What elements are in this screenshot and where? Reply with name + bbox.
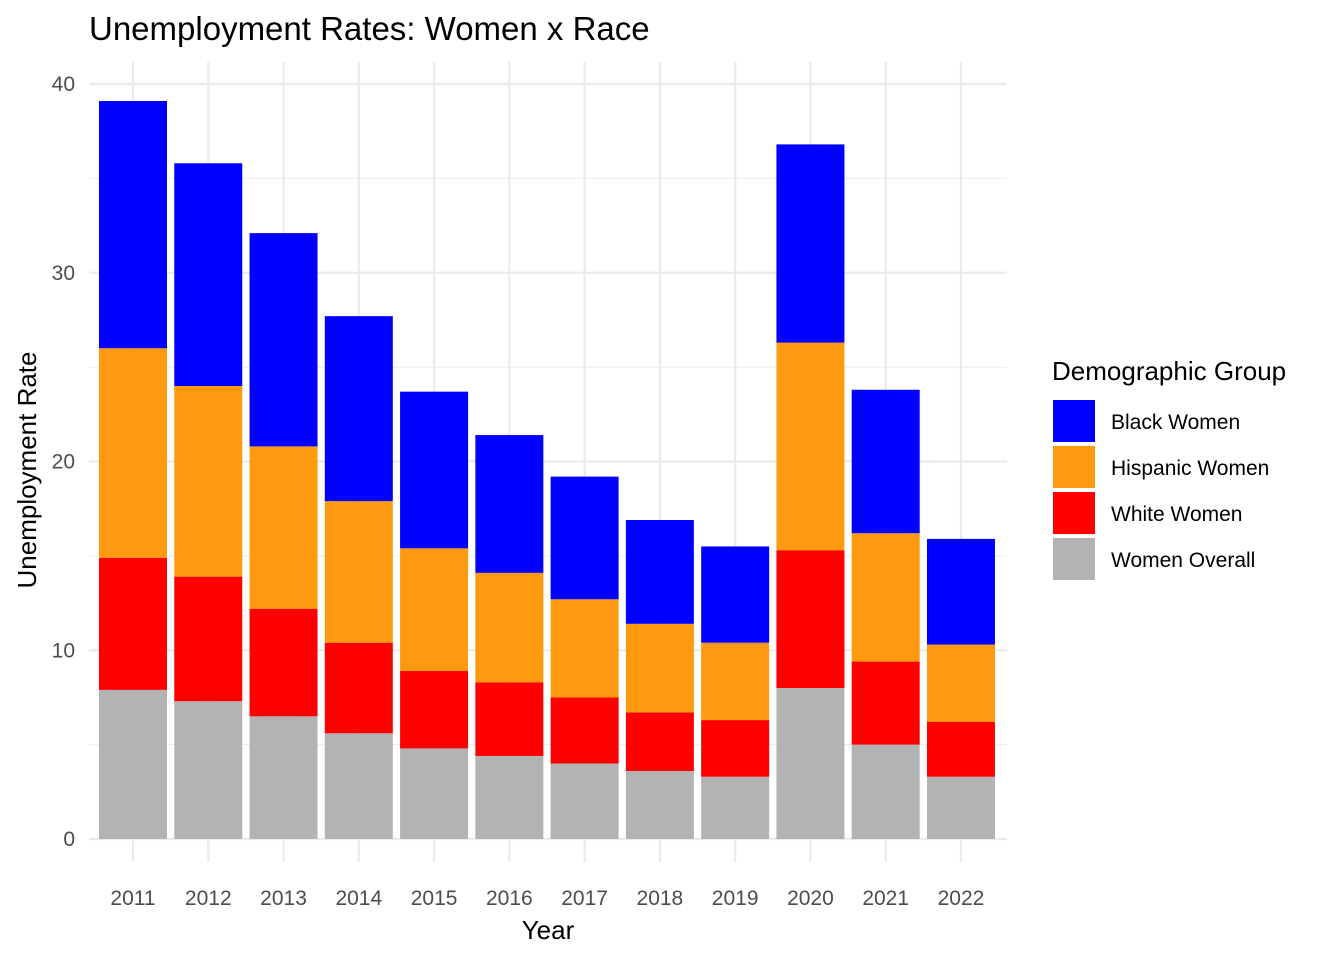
bar-segment: [174, 576, 243, 702]
legend-key: [1053, 400, 1095, 442]
x-tick-label: 2021: [862, 887, 909, 910]
bars: [99, 100, 995, 839]
x-tick-label: 2022: [938, 887, 985, 910]
legend-title: Demographic Group: [1052, 356, 1286, 386]
bar-segment: [926, 776, 995, 839]
chart-title: Unemployment Rates: Women x Race: [89, 10, 650, 47]
bar-segment: [400, 748, 469, 839]
bar-segment: [400, 548, 469, 672]
bar-segment: [776, 688, 845, 839]
legend: Demographic Group Black Women Hispanic Wo…: [1052, 356, 1286, 580]
x-tick-label: 2014: [335, 887, 382, 910]
bar-segment: [174, 701, 243, 839]
bar-segment: [550, 476, 619, 600]
bar-segment: [99, 348, 167, 558]
bar-segment: [851, 744, 920, 839]
bar-segment: [776, 550, 845, 688]
bar-segment: [625, 623, 694, 713]
bar-segment: [324, 316, 393, 502]
y-tick-label: 30: [52, 262, 75, 285]
bar-segment: [400, 391, 469, 549]
legend-items: Black Women Hispanic Women White Women Wome…: [1053, 400, 1269, 580]
legend-label: Hispanic Women: [1111, 457, 1269, 480]
bar-segment: [249, 608, 318, 717]
x-tick-label: 2020: [787, 887, 834, 910]
bar-segment: [475, 572, 544, 683]
y-tick-label: 40: [52, 73, 75, 96]
bar-segment: [99, 557, 167, 690]
bar-segment: [851, 389, 920, 534]
x-tick-label: 2018: [637, 887, 684, 910]
y-axis-ticks: 0 10 20 30 40: [52, 73, 75, 851]
bar-segment: [550, 697, 619, 764]
bar-segment: [249, 716, 318, 839]
x-tick-label: 2019: [712, 887, 759, 910]
bar-segment: [324, 733, 393, 839]
bar-segment: [625, 771, 694, 839]
bar-segment: [926, 644, 995, 722]
bar-segment: [625, 712, 694, 772]
bar-segment: [475, 682, 544, 756]
bar-segment: [701, 642, 770, 721]
bar-segment: [926, 721, 995, 777]
legend-key: [1053, 538, 1095, 580]
bar-segment: [701, 546, 770, 643]
bar-segment: [99, 689, 167, 839]
x-tick-label: 2017: [561, 887, 608, 910]
y-tick-label: 0: [63, 828, 75, 851]
bar-segment: [475, 755, 544, 839]
x-axis-title: Year: [522, 915, 575, 945]
bar-segment: [475, 435, 544, 573]
bar-segment: [550, 763, 619, 839]
x-tick-label: 2016: [486, 887, 533, 910]
legend-key: [1053, 446, 1095, 488]
legend-label: Black Women: [1111, 411, 1240, 434]
bar-segment: [701, 720, 770, 777]
y-tick-label: 20: [52, 451, 75, 474]
bar-segment: [851, 661, 920, 745]
bar-segment: [174, 163, 243, 386]
x-axis-ticks: 2011 2012 2013 2014 2015 2016 2017 2018 2019 2020…: [110, 887, 984, 910]
bar-segment: [776, 342, 845, 551]
bar-segment: [625, 520, 694, 624]
bar-segment: [324, 501, 393, 643]
bar-segment: [99, 100, 167, 349]
bar-segment: [701, 776, 770, 839]
bar-segment: [926, 538, 995, 645]
bar-segment: [400, 671, 469, 749]
legend-label: Women Overall: [1111, 549, 1255, 572]
bar-segment: [174, 386, 243, 577]
bar-segment: [851, 533, 920, 662]
legend-label: White Women: [1111, 503, 1243, 526]
bar-segment: [550, 599, 619, 698]
bar-segment: [324, 642, 393, 734]
x-tick-label: 2012: [185, 887, 232, 910]
legend-key: [1053, 492, 1095, 534]
bar-segment: [249, 446, 318, 609]
bar-segment: [776, 144, 845, 343]
y-axis-title: Unemployment Rate: [12, 352, 42, 589]
bar-segment: [249, 233, 318, 447]
x-tick-label: 2013: [260, 887, 307, 910]
y-tick-label: 10: [52, 639, 75, 662]
x-tick-label: 2015: [411, 887, 458, 910]
x-tick-label: 2011: [110, 887, 155, 910]
